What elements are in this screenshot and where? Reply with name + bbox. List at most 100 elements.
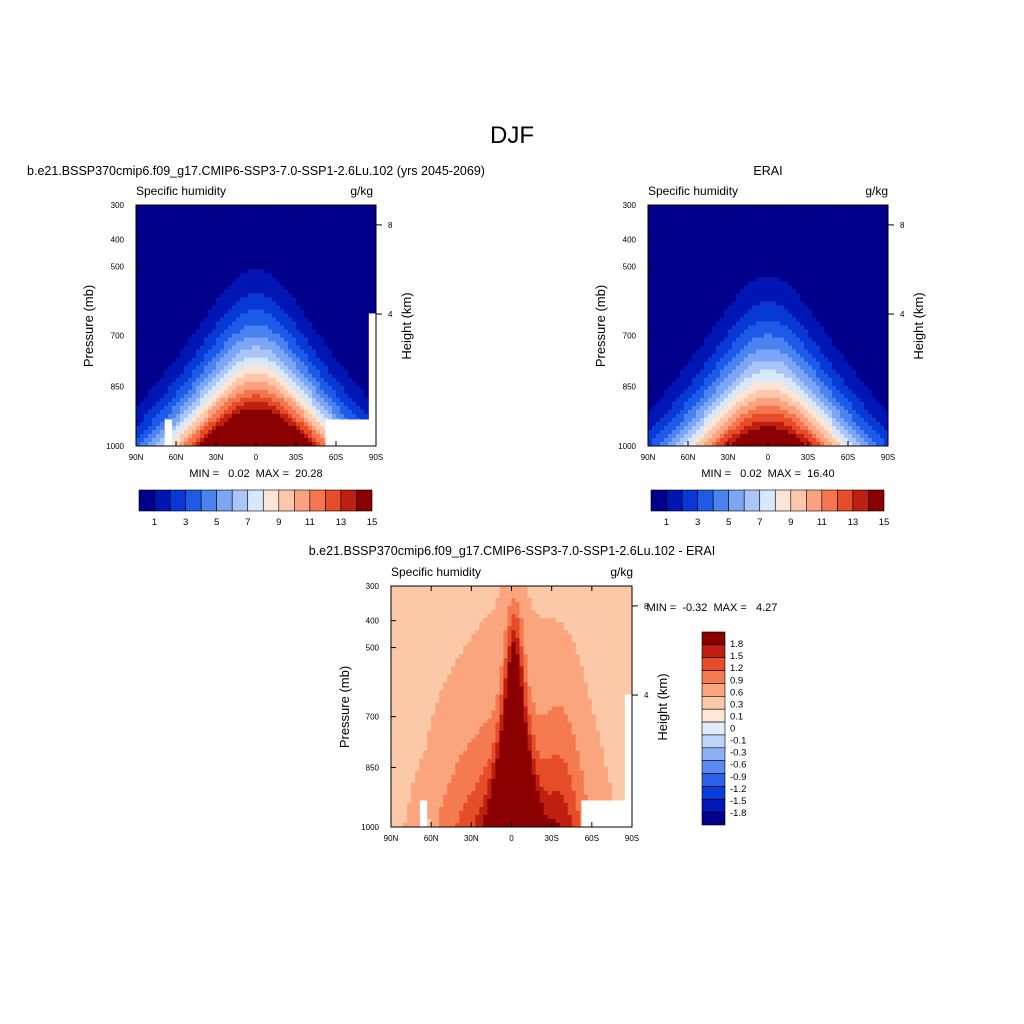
field-cell	[316, 261, 321, 266]
field-cell	[148, 357, 153, 363]
field-cell	[232, 385, 237, 391]
field-cell	[308, 249, 313, 254]
field-cell	[160, 281, 165, 286]
field-cell	[256, 361, 261, 367]
field-cell	[156, 401, 161, 407]
field-cell	[260, 253, 265, 258]
field-cell	[172, 341, 177, 346]
field-cell	[696, 273, 701, 278]
field-cell	[828, 273, 833, 278]
field-cell	[236, 237, 241, 242]
field-cell	[864, 245, 869, 250]
field-cell	[868, 241, 873, 246]
field-cell	[208, 425, 213, 431]
field-cell	[312, 409, 317, 415]
field-cell	[760, 245, 765, 250]
field-cell	[864, 237, 869, 242]
field-cell	[320, 433, 325, 439]
field-cell	[300, 269, 305, 274]
field-cell	[324, 245, 329, 250]
field-cell	[808, 281, 813, 286]
field-cell	[136, 397, 141, 403]
field-cell	[184, 425, 189, 431]
field-cell	[164, 365, 169, 371]
field-cell	[368, 293, 373, 298]
field-cell	[256, 281, 261, 286]
field-cell	[832, 289, 837, 294]
field-cell	[360, 361, 365, 367]
field-cell	[220, 389, 225, 395]
field-cell	[880, 253, 885, 258]
field-cell	[768, 265, 773, 270]
field-cell	[272, 405, 277, 411]
field-cell	[140, 309, 145, 314]
field-cell	[796, 261, 801, 266]
field-cell	[884, 261, 889, 266]
field-cell	[320, 417, 325, 423]
field-cell	[876, 221, 881, 226]
field-cell	[312, 401, 317, 407]
field-cell	[820, 273, 825, 278]
field-cell	[704, 289, 709, 294]
field-cell	[196, 209, 201, 214]
field-cell	[144, 425, 149, 431]
field-cell	[740, 205, 745, 210]
field-cell	[316, 257, 321, 262]
field-cell	[156, 365, 161, 371]
field-cell	[272, 349, 277, 355]
field-cell	[792, 233, 797, 238]
field-cell	[332, 389, 337, 395]
field-cell	[716, 237, 721, 242]
field-cell	[784, 229, 789, 234]
field-cell	[764, 217, 769, 222]
field-cell	[148, 345, 153, 350]
field-cell	[312, 245, 317, 250]
field-cell	[296, 397, 301, 403]
field-cell	[340, 245, 345, 250]
field-cell	[352, 229, 357, 234]
field-cell	[704, 237, 709, 242]
field-cell	[248, 405, 253, 411]
field-cell	[352, 381, 357, 387]
field-cell	[248, 353, 253, 359]
field-cell	[284, 309, 289, 314]
field-cell	[884, 209, 889, 214]
field-cell	[304, 269, 309, 274]
field-cell	[296, 209, 301, 214]
field-cell	[176, 413, 181, 419]
field-cell	[324, 365, 329, 371]
field-cell	[276, 365, 281, 371]
field-cell	[324, 333, 329, 338]
field-cell	[344, 329, 349, 334]
field-cell	[748, 261, 753, 266]
field-cell	[312, 301, 317, 306]
field-cell	[192, 305, 197, 310]
field-cell	[796, 273, 801, 278]
field-cell	[372, 309, 377, 314]
field-cell	[156, 397, 161, 403]
field-cell	[184, 417, 189, 423]
field-cell	[168, 269, 173, 274]
field-cell	[856, 209, 861, 214]
field-cell	[192, 369, 197, 375]
field-cell	[332, 269, 337, 274]
field-cell	[200, 289, 205, 294]
field-cell	[360, 225, 365, 230]
field-cell	[212, 321, 217, 326]
field-cell	[260, 357, 265, 363]
field-cell	[264, 381, 269, 387]
field-cell	[324, 405, 329, 411]
field-cell	[248, 313, 253, 318]
field-cell	[232, 345, 237, 350]
field-cell	[256, 253, 261, 258]
field-cell	[256, 405, 261, 411]
field-cell	[180, 289, 185, 294]
field-cell	[252, 377, 257, 383]
field-cell	[832, 205, 837, 210]
field-cell	[192, 345, 197, 350]
field-cell	[228, 221, 233, 226]
field-cell	[260, 405, 265, 411]
field-cell	[756, 213, 761, 218]
field-cell	[180, 333, 185, 338]
field-cell	[784, 285, 789, 290]
